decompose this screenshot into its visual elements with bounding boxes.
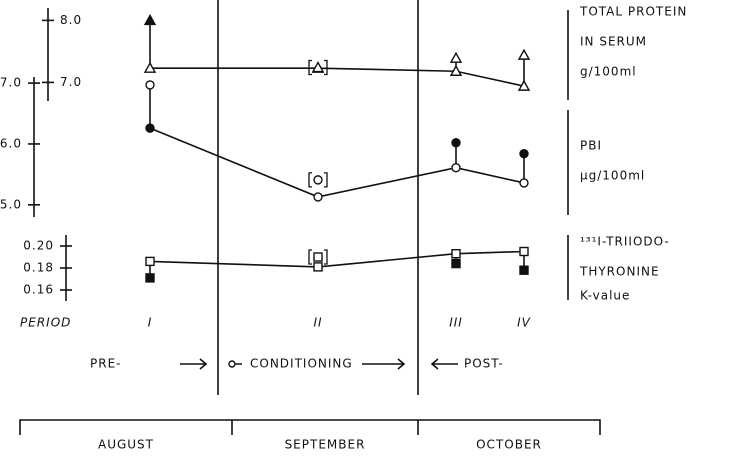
y-tick-label: 0.20 [23,239,54,253]
marker [313,192,323,202]
axis-label: TOTAL PROTEIN [579,5,687,19]
axis-label: g/100ml [580,65,637,79]
arrow-tail [228,360,236,368]
marker [311,61,325,73]
period-tick-label: II [313,316,322,330]
marker [145,256,155,267]
marker [313,262,323,272]
marker [145,123,155,133]
axis-label: K-value [580,289,630,303]
marker [519,178,529,188]
phase-label: POST- [464,357,504,371]
bracket [308,59,328,76]
period-tick-label: I [148,316,153,330]
axis-label: IN SERUM [580,35,647,49]
marker [449,51,463,63]
marker [143,13,157,26]
y-tick-label: 6.0 [0,136,22,150]
marker [143,61,157,73]
y-tick-label: 8.0 [60,13,82,27]
y-tick-label: 7.0 [0,76,22,90]
series-line [149,250,525,268]
axis-label: µg/100ml [580,169,645,183]
y-tick-label: 7.0 [60,75,82,89]
arrow [430,358,458,370]
marker [313,252,323,262]
arrow [235,358,406,370]
marker [451,258,461,269]
marker [145,273,155,283]
marker [517,79,531,91]
phase-label: PRE- [90,357,122,371]
phase-label: CONDITIONING [250,357,353,371]
marker [517,48,531,60]
period-tick-label: III [449,316,463,330]
axis-label: PBI [580,139,602,153]
month-label: OCTOBER [476,438,542,452]
marker [449,64,463,76]
axis-label: ¹³¹I-TRIIODO- [580,235,670,249]
marker [519,148,529,159]
axis-label: THYRONINE [579,265,660,279]
period-tick-label: IV [517,316,531,330]
y-tick-label: 5.0 [0,197,22,211]
bracket [308,172,328,188]
marker [519,246,529,257]
series-line [149,127,525,198]
arrow [180,358,208,370]
y-tick-label: 0.16 [23,283,54,297]
y-tick-label: 0.18 [23,261,54,275]
series-line [150,67,525,87]
marker [451,162,461,173]
marker [145,80,155,90]
marker [313,175,323,185]
month-bracket [19,419,601,435]
period-label: PERIOD [20,316,71,330]
bracket [308,249,328,265]
month-label: AUGUST [98,438,154,452]
month-label: SEPTEMBER [285,438,366,452]
marker [451,138,461,148]
marker [451,248,461,259]
marker [519,265,529,275]
